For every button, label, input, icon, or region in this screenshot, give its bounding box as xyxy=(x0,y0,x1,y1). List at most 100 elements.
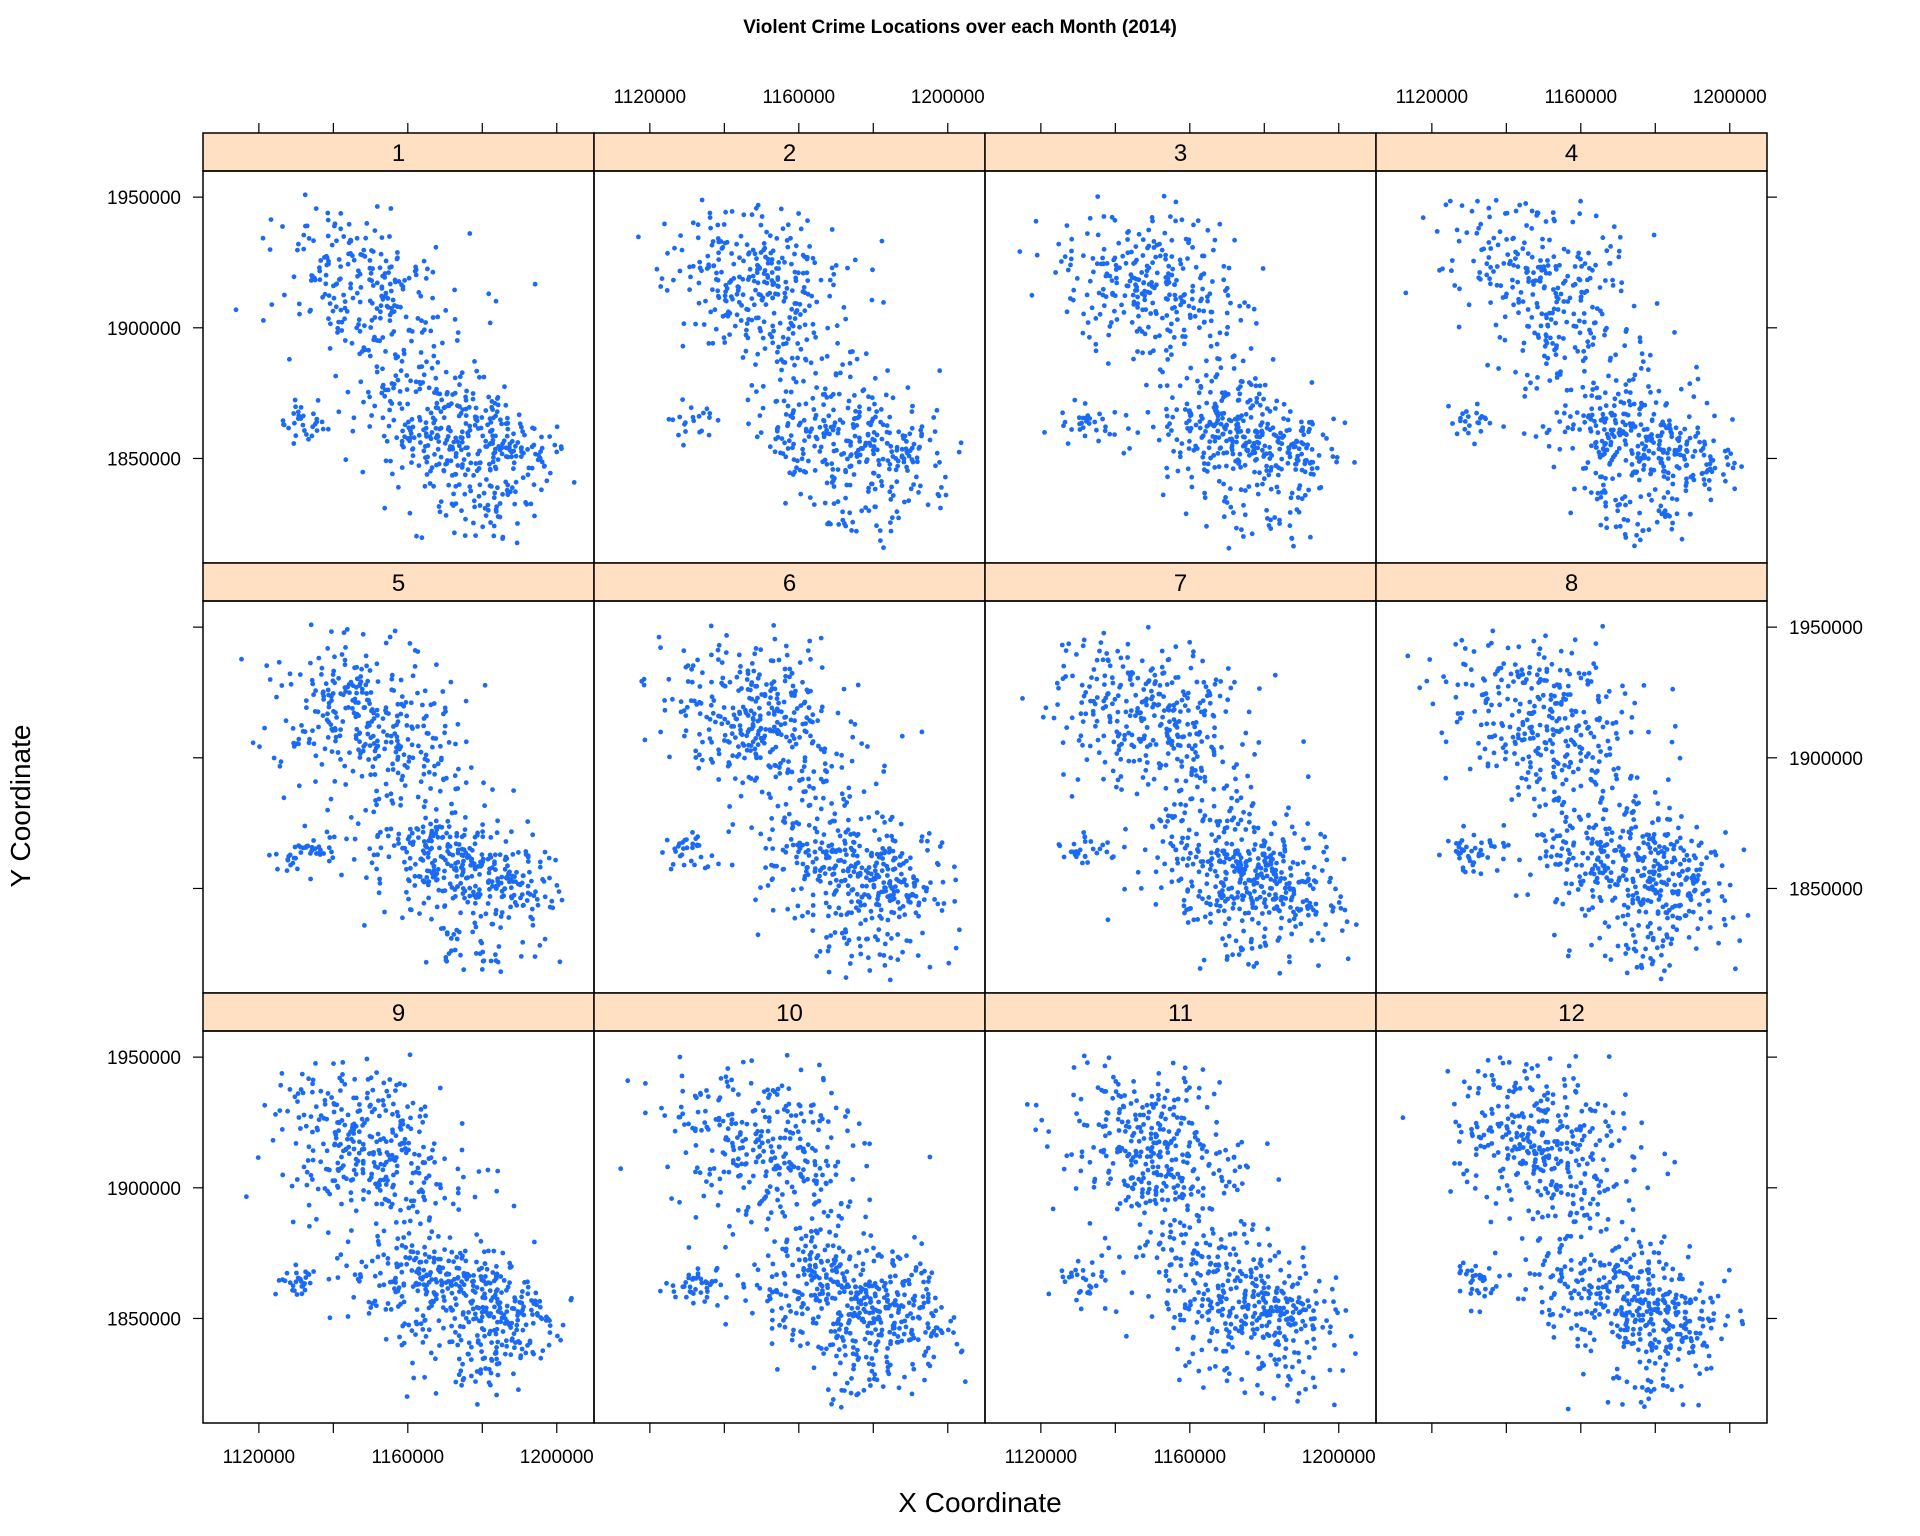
data-point xyxy=(1603,503,1609,509)
data-point xyxy=(827,293,833,299)
data-point xyxy=(369,413,374,418)
data-point xyxy=(1180,334,1185,339)
data-point xyxy=(1083,711,1089,717)
data-point xyxy=(791,692,797,698)
data-point xyxy=(432,763,437,769)
data-point xyxy=(883,392,889,398)
data-point xyxy=(707,415,712,420)
data-point xyxy=(806,434,812,439)
data-point xyxy=(927,964,933,970)
data-point xyxy=(761,319,767,325)
data-point xyxy=(1150,694,1155,699)
data-point xyxy=(824,935,829,940)
data-point xyxy=(457,374,463,380)
data-point xyxy=(1600,452,1606,458)
data-point xyxy=(1213,408,1218,413)
data-point xyxy=(1164,406,1169,412)
data-point xyxy=(850,422,856,427)
data-point xyxy=(731,261,737,267)
data-point xyxy=(1080,860,1085,866)
data-point xyxy=(770,295,776,301)
data-point xyxy=(539,445,545,451)
data-point xyxy=(1307,426,1312,432)
data-point xyxy=(1659,430,1665,435)
data-point xyxy=(804,841,810,847)
data-point xyxy=(1216,478,1222,484)
data-point xyxy=(818,277,824,283)
data-point xyxy=(1488,264,1493,270)
data-point xyxy=(792,301,798,306)
data-point xyxy=(363,682,369,688)
data-point xyxy=(814,953,820,959)
data-point xyxy=(899,851,905,856)
data-point xyxy=(847,794,853,799)
data-point xyxy=(468,460,474,466)
data-point xyxy=(1333,886,1338,892)
data-point xyxy=(525,447,530,452)
data-point xyxy=(1097,648,1102,654)
data-point xyxy=(658,284,664,289)
data-point xyxy=(345,389,351,395)
data-point xyxy=(1486,205,1492,211)
data-point xyxy=(847,374,853,380)
data-point xyxy=(662,221,667,227)
data-point xyxy=(880,456,886,462)
data-point xyxy=(806,705,812,710)
data-point xyxy=(1252,888,1257,894)
data-point xyxy=(825,325,831,331)
data-point xyxy=(715,222,721,228)
data-point xyxy=(754,270,760,276)
data-point xyxy=(889,814,895,820)
data-point xyxy=(1239,947,1244,953)
data-point xyxy=(357,299,363,305)
data-point xyxy=(326,261,331,267)
data-point xyxy=(511,431,516,437)
data-point xyxy=(1184,863,1190,868)
data-point xyxy=(763,727,769,732)
data-point xyxy=(1034,252,1040,258)
data-point xyxy=(451,932,457,937)
data-point xyxy=(707,411,713,416)
data-point xyxy=(455,330,461,335)
data-point xyxy=(1602,390,1608,396)
data-point xyxy=(1486,255,1492,260)
data-point xyxy=(361,345,367,350)
data-point xyxy=(741,212,747,218)
data-point xyxy=(1613,497,1618,503)
data-point xyxy=(1230,451,1236,457)
data-point xyxy=(374,369,380,375)
data-point xyxy=(1578,294,1584,300)
data-point xyxy=(344,836,349,842)
data-point xyxy=(1547,378,1553,383)
data-point xyxy=(1109,278,1115,283)
data-point xyxy=(1212,465,1218,470)
data-point xyxy=(1661,469,1666,474)
data-point xyxy=(1510,277,1515,283)
data-point xyxy=(768,795,773,801)
data-point xyxy=(462,827,468,832)
data-point xyxy=(1247,811,1252,817)
panel-points xyxy=(1403,197,1744,549)
data-point xyxy=(522,432,527,438)
data-point xyxy=(1540,244,1545,250)
data-point xyxy=(1224,463,1229,469)
data-point xyxy=(357,683,362,688)
data-point xyxy=(374,802,379,808)
data-point xyxy=(1443,202,1449,208)
data-point xyxy=(831,871,837,877)
data-point xyxy=(1204,358,1209,364)
data-point xyxy=(375,679,381,684)
data-point xyxy=(1225,697,1231,703)
data-point xyxy=(458,435,464,440)
data-point xyxy=(805,910,811,915)
data-point xyxy=(1666,456,1671,461)
data-point xyxy=(850,734,856,740)
data-point xyxy=(824,480,830,486)
data-point xyxy=(1643,434,1649,440)
data-point xyxy=(1085,320,1091,325)
data-point xyxy=(1094,657,1100,663)
data-point xyxy=(430,833,436,839)
data-point xyxy=(1111,739,1117,745)
data-point xyxy=(465,875,470,881)
data-point xyxy=(767,836,772,842)
